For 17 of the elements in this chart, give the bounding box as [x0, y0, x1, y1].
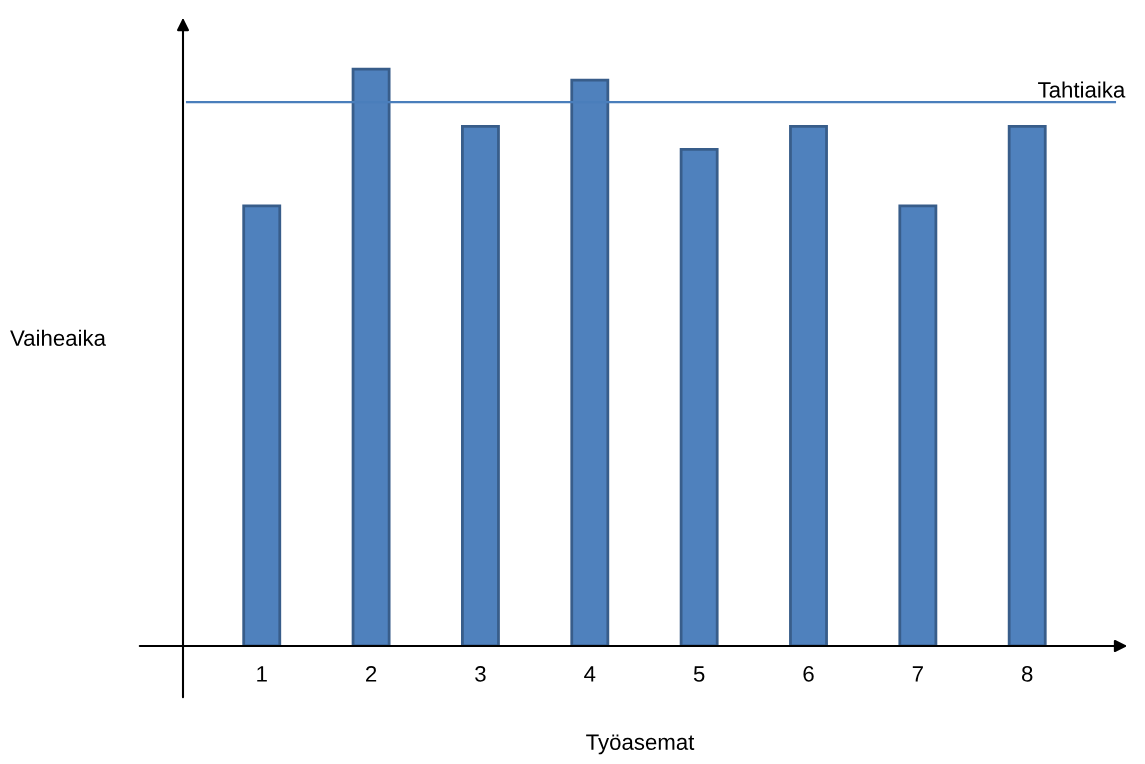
bar: [1007, 124, 1047, 646]
x-tick-label: 8: [1021, 666, 1033, 682]
x-tick-label: 5: [693, 666, 705, 682]
x-tick-label: 6: [803, 666, 814, 682]
y-axis-title: Vaiheaika: [10, 329, 106, 346]
bar: [242, 204, 282, 646]
bar: [789, 124, 828, 646]
x-tick-label: 3: [475, 666, 486, 682]
ref-line-label: Tahtiaika: [1038, 81, 1126, 98]
x-tick-label: 1: [257, 666, 267, 682]
x-tick-label: 4: [584, 666, 596, 682]
x-axis-title: Työasemat: [586, 734, 695, 755]
bar: [461, 124, 500, 646]
x-tick-label: 7: [912, 666, 923, 682]
x-tick-label: 2: [366, 666, 377, 682]
bar: [898, 204, 938, 646]
bar: [679, 148, 719, 646]
